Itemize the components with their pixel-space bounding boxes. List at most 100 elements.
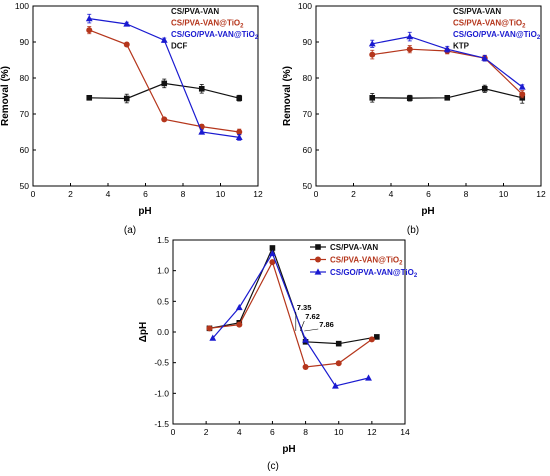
data-point <box>235 303 243 311</box>
annotation-arrow <box>304 328 319 332</box>
data-point <box>86 27 93 34</box>
data-point <box>365 374 372 381</box>
data-point <box>406 95 413 101</box>
data-point <box>123 20 131 27</box>
y-tick-label: 100 <box>15 1 29 11</box>
data-point <box>444 95 451 101</box>
data-point <box>161 116 168 123</box>
data-point <box>335 340 342 347</box>
series-line <box>372 48 523 95</box>
data-point <box>236 321 243 328</box>
legend: CS/PVA-VAN CS/PVA-VAN@TiO2CS/GO/PVA-VAN@T… <box>453 7 541 51</box>
legend-entry: KTP <box>453 42 470 51</box>
y-tick-label: 80 <box>20 73 30 83</box>
x-tick-label: 0 <box>171 427 176 437</box>
panel-label: (a) <box>124 225 136 236</box>
legend: CS/PVA-VAN CS/PVA-VAN@TiO2CS/GO/PVA-VAN@T… <box>310 243 418 279</box>
y-axis-label: Removal (%) <box>0 66 11 126</box>
legend-entry: DCF <box>171 42 188 51</box>
y-tick-label: 1.5 <box>157 235 169 245</box>
legend-marker <box>314 268 322 275</box>
x-tick-label: 10 <box>334 427 344 437</box>
x-tick-label: 0 <box>314 189 319 199</box>
legend-subscript: 2 <box>522 24 526 30</box>
series-line <box>209 260 373 368</box>
data-point <box>236 95 243 101</box>
series-1 <box>206 259 375 370</box>
x-tick-label: 6 <box>270 427 275 437</box>
series-2 <box>85 13 243 141</box>
data-point <box>236 129 243 135</box>
series-2 <box>368 31 526 90</box>
data-point <box>85 15 93 22</box>
x-tick-label: 8 <box>464 189 469 199</box>
x-tick-label: 12 <box>367 427 377 437</box>
data-point <box>369 51 376 58</box>
y-tick-label: -1.0 <box>154 388 169 398</box>
data-point <box>369 95 376 101</box>
crossing-annotation: 7.86 <box>319 320 334 329</box>
y-tick-label: 60 <box>20 145 30 155</box>
x-tick-label: 2 <box>204 427 209 437</box>
x-tick-label: 6 <box>426 189 431 199</box>
data-point <box>481 86 488 92</box>
legend-subscript: 2 <box>399 261 403 267</box>
y-tick-label: 80 <box>303 73 313 83</box>
data-point <box>332 382 339 389</box>
y-tick-label: 0.5 <box>157 296 169 306</box>
x-tick-label: 2 <box>68 189 73 199</box>
legend-entry: CS/GO/PVA-VAN@TiO2 <box>330 268 418 279</box>
x-tick-label: 12 <box>253 189 263 199</box>
y-tick-label: 70 <box>303 109 313 119</box>
data-point <box>368 336 375 343</box>
data-point <box>406 33 414 40</box>
data-point <box>198 128 206 135</box>
data-point <box>160 36 168 43</box>
legend-subscript: 2 <box>537 35 541 41</box>
chart-panel-b: 0 2 4 6 8 10 12 50 60 70 80 90 100 pH Removal (%) (b) CS… <box>282 1 546 236</box>
series-line <box>212 252 369 387</box>
data-point <box>161 80 168 87</box>
legend-subscript: 2 <box>414 273 418 279</box>
legend-entry: CS/PVA-VAN@TiO2 <box>453 19 526 30</box>
legend-entry: CS/GO/PVA-VAN@TiO2 <box>171 30 259 41</box>
y-tick-label: 60 <box>303 145 313 155</box>
x-tick-label: 8 <box>181 189 186 199</box>
y-tick-label: 90 <box>303 37 313 47</box>
x-tick-label: 4 <box>389 189 394 199</box>
y-tick-label: -1.5 <box>154 419 169 429</box>
data-point <box>374 334 380 340</box>
x-tick-label: 0 <box>31 189 36 199</box>
y-axis-label: Removal (%) <box>282 66 293 126</box>
panel-label: (c) <box>267 461 279 472</box>
series-line <box>372 35 523 88</box>
x-tick-label: 10 <box>216 189 226 199</box>
legend-subscript: 2 <box>240 24 244 30</box>
x-tick-label: 2 <box>351 189 356 199</box>
data-point <box>443 45 451 52</box>
data-point <box>235 133 243 140</box>
y-tick-label: 70 <box>20 109 30 119</box>
chart-panel-a: 0 2 4 6 8 10 12 50 60 70 80 90 100 pH Removal (%) (a) CS… <box>0 1 263 236</box>
legend-entry: CS/PVA-VAN@TiO2 <box>171 19 244 30</box>
x-tick-label: 12 <box>536 189 546 199</box>
legend: CS/PVA-VAN CS/PVA-VAN@TiO2CS/GO/PVA-VAN@T… <box>171 7 259 51</box>
legend-marker <box>315 244 321 250</box>
panel-label: (b) <box>407 225 419 236</box>
series-line <box>209 246 377 345</box>
x-tick-label: 8 <box>303 427 308 437</box>
data-point <box>335 360 342 367</box>
data-point <box>209 334 217 341</box>
x-tick-label: 4 <box>106 189 111 199</box>
x-axis-label: pH <box>421 206 434 217</box>
legend-entry: CS/GO/PVA-VAN@TiO2 <box>453 30 541 41</box>
series-0 <box>86 78 243 104</box>
y-tick-label: 50 <box>20 181 30 191</box>
legend-entry: CS/PVA-VAN <box>453 7 501 16</box>
data-point <box>302 363 309 370</box>
data-point <box>206 325 213 332</box>
data-point <box>481 54 489 61</box>
y-tick-label: 90 <box>20 37 30 47</box>
y-tick-label: 0.0 <box>157 327 169 337</box>
